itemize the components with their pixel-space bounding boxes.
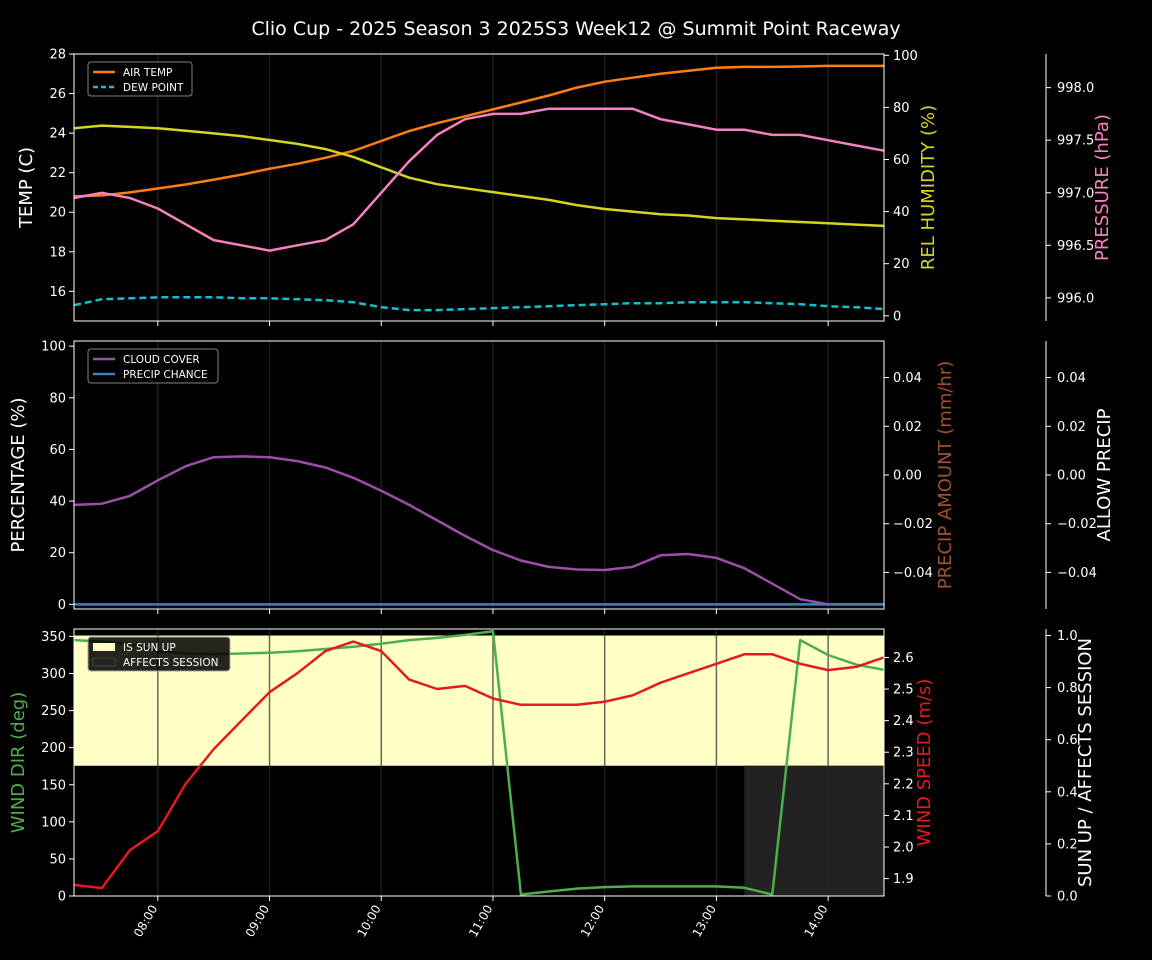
right-tick-label: 2.5 [893,683,914,698]
right-tick-label: 2.6 [893,651,914,666]
series-line-pressure [73,107,885,252]
right-tick-label: 0 [893,309,901,324]
series-line-cloud-cover [73,455,884,606]
right-tick-label: −0.04 [893,566,933,581]
far-tick-label: −0.02 [1057,517,1097,532]
series-line-wind-speed [73,640,885,890]
right-tick-label: −0.02 [893,517,933,532]
left-tick-label: 80 [49,391,66,406]
right-tick-label: 0.02 [893,420,922,435]
left-tick-label: 40 [49,495,66,510]
left-tick-label: 28 [49,48,66,63]
left-axis-label: TEMP (C) [16,147,37,229]
right-tick-label: 100 [893,49,918,64]
right-axis-label: REL HUMIDITY (%) [918,105,939,270]
right-tick-label: 0.00 [893,469,922,484]
far-tick-label: 0.02 [1057,420,1086,435]
legend-label: PRECIP CHANCE [123,369,208,381]
right-tick-label: 60 [893,153,910,168]
far-tick-label: 0.0 [1057,890,1078,905]
far-tick-label: 996.5 [1057,239,1094,254]
legend: IS SUN UP AFFECTS SESSION [87,636,231,672]
legend-label: AIR TEMP [123,67,172,79]
right-tick-label: 40 [893,205,910,220]
far-tick-label: 997.5 [1057,134,1094,149]
left-tick-label: 60 [49,443,66,458]
left-tick-label: 22 [49,166,66,181]
left-tick-label: 250 [41,704,66,719]
far-tick-label: 0.4 [1057,785,1078,800]
far-tick-label: 0.04 [1057,371,1086,386]
left-tick-label: 350 [41,630,66,645]
right-tick-label: 2.4 [893,714,914,729]
far-axis-label: SUN UP / AFFECTS SESSION [1075,638,1096,887]
far-tick-label: −0.04 [1057,566,1097,581]
left-tick-label: 100 [41,340,66,355]
right-axis-label: PRECIP AMOUNT (mm/hr) [935,361,956,590]
left-tick-label: 24 [49,127,66,142]
far-tick-label: 0.6 [1057,733,1078,748]
left-tick-label: 16 [49,285,66,300]
panel-1: 16 18 20 22 24 26 28 TEMP (C) 0 20 40 60 80 100 REL HU… [16,48,1113,326]
legend-swatch [92,657,116,667]
left-tick-label: 100 [41,815,66,830]
legend-label: DEW POINT [123,82,184,94]
panel-2: 0 20 40 60 80 100 PERCENTAGE (%) 0.04 0.02 0.00 −0… [8,340,1115,614]
right-tick-label: 20 [893,257,910,272]
left-tick-label: 150 [41,778,66,793]
panel-3: 0 50 100 150 200 250 300 350 WIND DIR (deg) 1.9 2.… [8,628,1096,939]
legend-swatch [93,643,115,651]
right-tick-label: 1.9 [893,872,914,887]
plot-frame [73,628,885,897]
far-tick-label: 0.2 [1057,837,1078,852]
legend-label: CLOUD COVER [123,354,200,366]
legend-box [87,348,219,384]
left-tick-label: 0 [58,598,66,613]
series-line-rel-humidity [73,124,885,228]
far-tick-label: 997.0 [1057,186,1094,201]
far-tick-label: 1.0 [1057,629,1078,644]
affects-session-band [744,765,884,896]
right-axis-label: WIND SPEED (m/s) [914,679,935,847]
left-tick-label: 26 [49,87,66,102]
plot-area [74,54,884,321]
right-tick-label: 2.2 [893,777,914,792]
left-tick-label: 300 [41,667,66,682]
left-axis-label: PERCENTAGE (%) [8,397,29,552]
right-tick-label: 2.0 [893,841,914,856]
left-tick-label: 20 [49,206,66,221]
left-tick-label: 20 [49,546,66,561]
left-tick-label: 18 [49,245,66,260]
far-axis-label: ALLOW PRECIP [1094,408,1115,541]
right-tick-label: 2.3 [893,746,914,761]
series-line-air-temp [73,64,884,198]
legend: CLOUD COVER PRECIP CHANCE [87,348,219,384]
left-axis-label: WIND DIR (deg) [8,692,29,834]
right-tick-label: 0.04 [893,371,922,386]
far-tick-label: 0.8 [1057,681,1078,696]
legend-label: AFFECTS SESSION [123,657,219,669]
right-tick-label: 80 [893,101,910,116]
far-tick-label: 998.0 [1057,81,1094,96]
plot-frame [73,53,885,322]
figure-title: Clio Cup - 2025 Season 3 2025S3 Week12 @… [251,18,900,40]
left-tick-label: 200 [41,741,66,756]
legend-box [87,636,231,672]
left-tick-label: 0 [58,890,66,905]
series-line-dew-point [73,296,885,312]
far-axis-label: PRESSURE (hPa) [1092,114,1113,261]
right-tick-label: 2.1 [893,809,914,824]
left-tick-label: 50 [49,852,66,867]
legend-label: IS SUN UP [123,642,176,654]
far-tick-label: 996.0 [1057,291,1094,306]
legend: AIR TEMP DEW POINT [87,61,193,97]
far-tick-label: 0.00 [1057,469,1086,484]
plot-area [74,341,884,609]
